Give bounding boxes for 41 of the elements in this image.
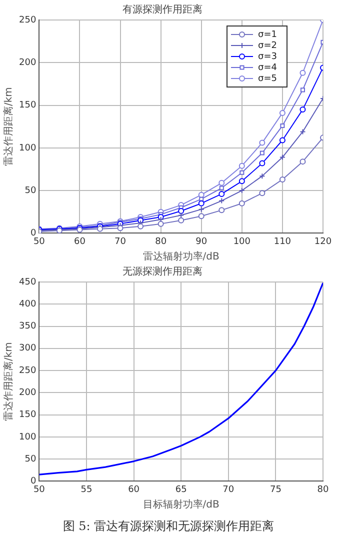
y-tick-label: 250 — [18, 15, 36, 26]
y-tick-label: 150 — [18, 410, 36, 420]
chart-title: 无源探测作用距离 — [122, 266, 202, 278]
y-tick-label: 350 — [18, 322, 36, 332]
legend-label: σ=5 — [258, 74, 277, 84]
x-tick-label: 90 — [196, 236, 208, 247]
y-tick-label: 100 — [18, 432, 36, 442]
x-tick-label: 65 — [175, 484, 187, 495]
y-tick-label: 50 — [24, 186, 36, 196]
y-tick-label: 200 — [18, 388, 36, 398]
legend-label: σ=3 — [258, 52, 277, 62]
x-tick-label: 110 — [274, 236, 292, 247]
x-tick-label: 80 — [317, 484, 329, 495]
x-tick-label: 60 — [74, 236, 86, 247]
legend-label: σ=1 — [258, 30, 277, 40]
x-tick-label: 60 — [128, 484, 140, 495]
x-tick-label: 70 — [222, 484, 234, 495]
y-tick-label: 250 — [18, 366, 36, 376]
y-tick-label: 150 — [18, 100, 36, 111]
y-tick-label: 300 — [18, 344, 36, 354]
y-tick-label: 400 — [18, 299, 36, 310]
chart-title: 有源探测作用距离 — [122, 4, 202, 16]
x-tick-label: 120 — [314, 236, 332, 247]
y-tick-label: 450 — [18, 277, 36, 288]
y-tick-label: 100 — [18, 143, 36, 154]
x-tick-label: 100 — [233, 236, 251, 247]
caption: 图 5: 雷达有源探测和无源探测作用距离 — [62, 518, 276, 535]
x-tick-label: 55 — [80, 484, 92, 495]
x-axis-title: 目标辐射功率/dB — [142, 498, 220, 511]
y-tick-label: 0 — [30, 476, 36, 487]
y-axis-title: 雷达作用距离/km — [2, 342, 15, 422]
x-axis-title: 雷达辐射功率/dB — [142, 250, 220, 263]
x-tick-label: 80 — [155, 236, 167, 247]
y-tick-label: 200 — [18, 58, 36, 68]
y-tick-label: 50 — [24, 454, 36, 464]
legend-label: σ=2 — [258, 40, 277, 51]
y-axis-title: 雷达作用距离/km — [2, 87, 15, 166]
x-tick-label: 70 — [114, 236, 126, 247]
y-tick-label: 0 — [30, 228, 36, 239]
legend-label: σ=4 — [258, 62, 278, 73]
x-tick-label: 75 — [270, 484, 282, 495]
